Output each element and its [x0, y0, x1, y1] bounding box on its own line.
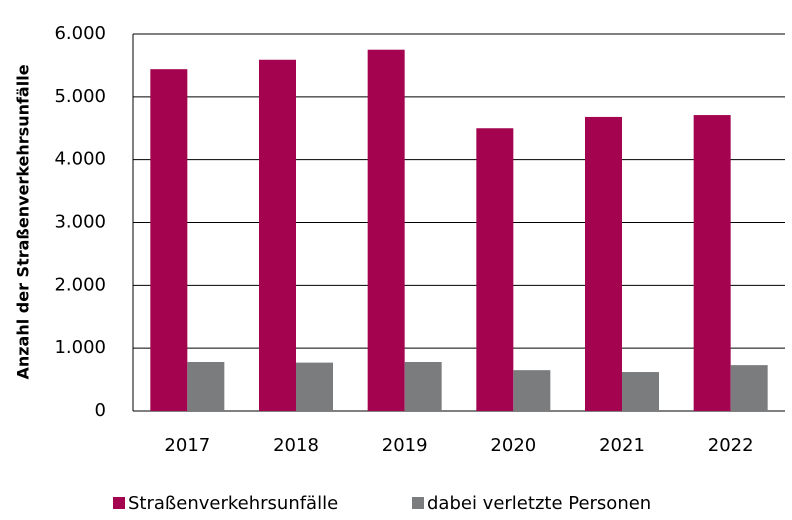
legend-label: Straßenverkehrsunfälle	[128, 493, 338, 514]
y-tick-label: 5.000	[54, 86, 106, 107]
y-tick-label: 6.000	[54, 23, 106, 44]
x-tick-label: 2018	[273, 435, 319, 456]
y-tick-label: 3.000	[54, 212, 106, 233]
bar	[187, 361, 225, 411]
x-tick-label: 2017	[164, 435, 210, 456]
y-tick-label: 1.000	[54, 337, 106, 358]
bar	[585, 116, 622, 411]
bar	[259, 59, 296, 412]
bar	[150, 69, 188, 411]
legend-swatch	[113, 497, 125, 509]
bar	[622, 372, 659, 411]
legend-swatch	[412, 497, 424, 509]
y-tick-label: 4.000	[54, 149, 106, 170]
y-axis-label: Anzahl der Straßenverkehrsunfälle	[14, 64, 33, 379]
y-tick-label: 0	[95, 400, 106, 421]
y-tick-label: 2.000	[54, 274, 106, 295]
legend-label: dabei verletzte Personen	[427, 493, 651, 514]
bar	[296, 362, 333, 411]
bar	[513, 370, 551, 411]
bar	[693, 115, 731, 412]
x-tick-label: 2021	[599, 435, 645, 456]
x-tick-label: 2019	[382, 435, 428, 456]
x-tick-label: 2022	[708, 435, 754, 456]
bar	[404, 361, 442, 411]
bar	[730, 365, 768, 411]
bar	[367, 49, 405, 411]
x-tick-label: 2020	[490, 435, 536, 456]
bar	[476, 128, 514, 411]
